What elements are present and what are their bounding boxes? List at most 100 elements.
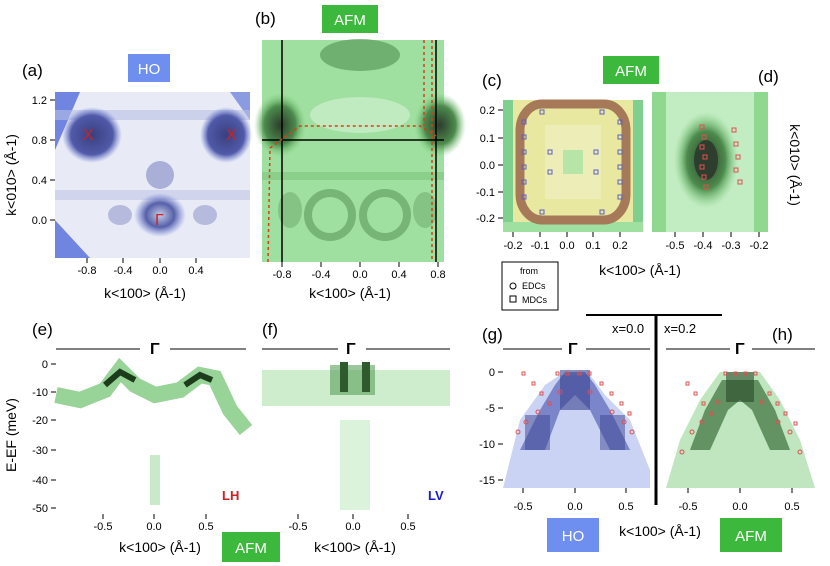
h-xtick-0: -0.5 bbox=[679, 501, 698, 513]
afm-badge-bottom bbox=[222, 532, 280, 562]
c-ytick-1: 0.1 bbox=[480, 133, 495, 145]
label-d: (d) bbox=[758, 67, 779, 86]
gamma-label-e: Γ bbox=[150, 341, 160, 358]
c-xtick-1: -0.1 bbox=[531, 240, 550, 252]
c-ytick-3: -0.1 bbox=[476, 187, 495, 199]
e-xlabel: k<100> (Å-1) bbox=[119, 539, 201, 555]
x-point-label-left: X bbox=[83, 127, 94, 144]
label-a: (a) bbox=[22, 61, 43, 80]
d-xtick-2: -0.3 bbox=[722, 240, 741, 252]
c-xtick-4: 0.2 bbox=[612, 240, 627, 252]
c-ytick-0: 0.2 bbox=[480, 105, 495, 117]
legend-edc: EDCs bbox=[522, 281, 546, 291]
b-xtick-3: 0.4 bbox=[391, 269, 406, 281]
g-y-ticks: 0 -5 -10 -15 bbox=[479, 367, 503, 487]
panel-h: (h) Γ -0.5 0.0 0.5 bbox=[666, 325, 815, 513]
lv-label: LV bbox=[428, 488, 444, 503]
panel-c: (c) AFM bbox=[476, 56, 659, 252]
e-ylabel: E-EF (meV) bbox=[3, 398, 19, 472]
afm-fermi-map bbox=[254, 39, 466, 263]
a-xtick-3: 0.4 bbox=[188, 265, 203, 277]
c-ytick-2: 0.0 bbox=[480, 160, 495, 172]
h-markers bbox=[679, 371, 803, 455]
e-ytick-4: -40 bbox=[32, 475, 48, 487]
f-xtick-1: 0.0 bbox=[345, 521, 360, 533]
c-xtick-2: 0.0 bbox=[559, 240, 574, 252]
panel-e: (e) Γ LH 0 -10 -20 -30 -40 -50 bbox=[3, 320, 253, 555]
e-xtick-2: 0.5 bbox=[198, 521, 213, 533]
c-markers bbox=[521, 109, 623, 215]
h-x-ticks: -0.5 0.0 0.5 bbox=[679, 488, 800, 513]
a-ytick-0: 1.2 bbox=[32, 95, 47, 107]
e-xtick-0: -0.5 bbox=[94, 521, 113, 533]
f-dispersion bbox=[262, 356, 450, 514]
e-dispersion bbox=[54, 356, 253, 514]
d-ylabel: k<010> (Å-1) bbox=[787, 124, 803, 206]
legend-title: from bbox=[520, 266, 538, 276]
gamma-label-h: Γ bbox=[735, 341, 745, 358]
e-ytick-3: -30 bbox=[32, 445, 48, 457]
g-x-ticks: -0.5 0.0 0.5 bbox=[514, 488, 634, 513]
gamma-label-a: Γ bbox=[155, 212, 164, 229]
d-x-ticks: -0.5 -0.4 -0.3 -0.2 bbox=[666, 232, 769, 252]
b-xtick-2: 0.0 bbox=[352, 269, 367, 281]
a-ytick-2: 0.4 bbox=[32, 175, 47, 187]
a-xtick-2: 0.0 bbox=[152, 265, 167, 277]
c-xtick-3: 0.1 bbox=[585, 240, 600, 252]
afm-badge-bottom-text: AFM bbox=[235, 540, 267, 557]
ho-badge-bottom-text: HO bbox=[562, 528, 585, 545]
lh-label: LH bbox=[222, 488, 239, 503]
e-x-ticks: -0.5 0.0 0.5 bbox=[94, 514, 214, 533]
d-xtick-3: -0.2 bbox=[750, 240, 769, 252]
ho-badge-bottom bbox=[547, 518, 599, 552]
e-ytick-5: -50 bbox=[32, 503, 48, 515]
c-y-ticks: 0.2 0.1 0.0 -0.1 -0.2 bbox=[476, 105, 503, 225]
b-xlabel: k<100> (Å-1) bbox=[309, 285, 391, 301]
afm-badge-b-text: AFM bbox=[334, 12, 366, 29]
g-dispersion bbox=[503, 356, 650, 488]
panel-g: (g) Γ 0 bbox=[479, 325, 650, 513]
c-ytick-4: -0.2 bbox=[476, 213, 495, 225]
d-xtick-0: -0.5 bbox=[666, 240, 685, 252]
b-xtick-0: -0.8 bbox=[273, 269, 292, 281]
d-xtick-1: -0.4 bbox=[694, 240, 713, 252]
a-xlabel: k<100> (Å-1) bbox=[104, 285, 186, 301]
b-xtick-4: 0.8 bbox=[430, 269, 445, 281]
f-xlabel: k<100> (Å-1) bbox=[314, 539, 396, 555]
g-xtick-1: 0.0 bbox=[567, 501, 582, 513]
panel-d: (d) -0.5 -0.4 -0.3 -0.2 k<010> (Å-1) bbox=[652, 67, 803, 252]
afm-badge-h-text: AFM bbox=[735, 528, 767, 545]
doping-separator: x=0.0 x=0.2 bbox=[586, 314, 722, 505]
legend-mdc: MDCs bbox=[522, 295, 547, 305]
a-x-ticks: -0.8 -0.4 0.0 0.4 bbox=[78, 258, 204, 277]
panel-f: (f) Γ LV -0.5 0.0 0.5 k<100> (Å-1) bbox=[262, 320, 450, 555]
e-ytick-0: 0 bbox=[42, 359, 48, 371]
d-map bbox=[652, 92, 768, 232]
g-xtick-2: 0.5 bbox=[618, 501, 633, 513]
label-f: (f) bbox=[262, 320, 278, 339]
label-c: (c) bbox=[482, 71, 502, 90]
afm-badge-b bbox=[322, 5, 378, 33]
e-ytick-1: -10 bbox=[32, 387, 48, 399]
f-xtick-2: 0.5 bbox=[400, 521, 415, 533]
h-dispersion bbox=[666, 356, 815, 488]
e-y-ticks: 0 -10 -20 -30 -40 -50 bbox=[32, 359, 56, 515]
f-x-ticks: -0.5 0.0 0.5 bbox=[289, 514, 416, 533]
b-xtick-1: -0.4 bbox=[312, 269, 331, 281]
afm-badge-c bbox=[603, 56, 659, 84]
g-ytick-3: -15 bbox=[479, 475, 495, 487]
a-xtick-0: -0.8 bbox=[78, 265, 97, 277]
b-x-ticks: -0.8 -0.4 0.0 0.4 0.8 bbox=[273, 262, 446, 281]
panel-a: (a) HO X X Γ 1.2 0.8 0 bbox=[3, 54, 252, 301]
label-h: (h) bbox=[772, 325, 793, 344]
a-ylabel: k<010> (Å-1) bbox=[3, 134, 19, 216]
h-xtick-2: 0.5 bbox=[784, 501, 799, 513]
e-xtick-1: 0.0 bbox=[146, 521, 161, 533]
afm-badge-h bbox=[720, 518, 782, 552]
c-x-ticks: -0.2 -0.1 0.0 0.1 0.2 bbox=[504, 232, 628, 252]
g-ytick-1: -5 bbox=[485, 403, 495, 415]
e-ytick-2: -20 bbox=[32, 415, 48, 427]
label-g: (g) bbox=[482, 325, 503, 344]
label-b: (b) bbox=[255, 9, 276, 28]
panel-b: (b) AFM -0.8 bbox=[254, 5, 466, 301]
